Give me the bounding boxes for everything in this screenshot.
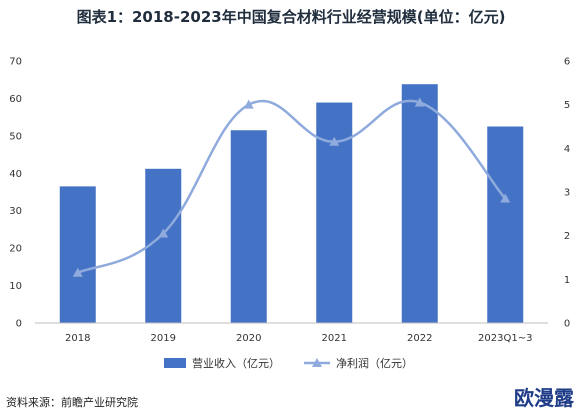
right-tick-label: 2 bbox=[564, 231, 570, 242]
left-tick-label: 20 bbox=[9, 244, 22, 255]
x-tick-label: 2022 bbox=[407, 333, 432, 344]
revenue-bar bbox=[59, 186, 96, 323]
profit-point bbox=[243, 99, 254, 109]
revenue-bar bbox=[316, 102, 353, 323]
right-tick-label: 4 bbox=[564, 144, 570, 155]
legend-label-profit: 净利润（亿元） bbox=[336, 356, 413, 370]
right-tick-label: 3 bbox=[564, 188, 570, 199]
revenue-bar bbox=[230, 130, 267, 323]
legend-swatch-revenue bbox=[164, 358, 186, 368]
right-tick-label: 1 bbox=[564, 275, 570, 286]
right-y-axis: 0 1 2 3 4 5 6 bbox=[564, 57, 570, 330]
left-tick-label: 30 bbox=[9, 206, 22, 217]
revenue-bar bbox=[401, 84, 438, 323]
left-tick-label: 40 bbox=[9, 169, 22, 180]
x-tick-label: 2023Q1~3 bbox=[478, 333, 532, 344]
x-axis: 2018 2019 2020 2021 2022 2023Q1~3 bbox=[35, 322, 548, 344]
revenue-bar bbox=[487, 126, 524, 323]
x-tick-label: 2018 bbox=[65, 333, 90, 344]
profit-line bbox=[72, 97, 511, 277]
page-title: 图表1：2018-2023年中国复合材料行业经营规模(单位：亿元) bbox=[76, 8, 506, 26]
x-tick-label: 2020 bbox=[236, 333, 261, 344]
legend-marker-profit bbox=[312, 358, 322, 367]
revenue-bar bbox=[145, 168, 182, 323]
legend-label-revenue: 营业收入（亿元） bbox=[192, 356, 280, 370]
left-tick-label: 0 bbox=[16, 319, 22, 330]
x-tick-label: 2019 bbox=[151, 333, 176, 344]
chart-legend: 营业收入（亿元） 净利润（亿元） bbox=[164, 356, 413, 370]
left-y-axis: 0 10 20 30 40 50 60 70 bbox=[9, 57, 22, 330]
right-tick-label: 0 bbox=[564, 319, 570, 330]
profit-line-path bbox=[77, 99, 507, 274]
right-tick-label: 6 bbox=[564, 57, 570, 68]
profit-point bbox=[500, 193, 511, 203]
profit-point bbox=[158, 228, 169, 238]
profit-point bbox=[72, 267, 83, 277]
left-tick-label: 60 bbox=[9, 94, 22, 105]
left-tick-label: 10 bbox=[9, 281, 22, 292]
right-tick-label: 5 bbox=[564, 100, 570, 111]
source-note: 资料来源：前瞻产业研究院 bbox=[6, 396, 138, 409]
left-tick-label: 70 bbox=[9, 57, 22, 68]
profit-point bbox=[329, 136, 340, 146]
corner-logo: 欧漫露 bbox=[510, 384, 578, 412]
x-tick-label: 2021 bbox=[322, 333, 347, 344]
left-tick-label: 50 bbox=[9, 131, 22, 142]
revenue-bars bbox=[59, 84, 524, 323]
profit-point bbox=[414, 97, 425, 107]
